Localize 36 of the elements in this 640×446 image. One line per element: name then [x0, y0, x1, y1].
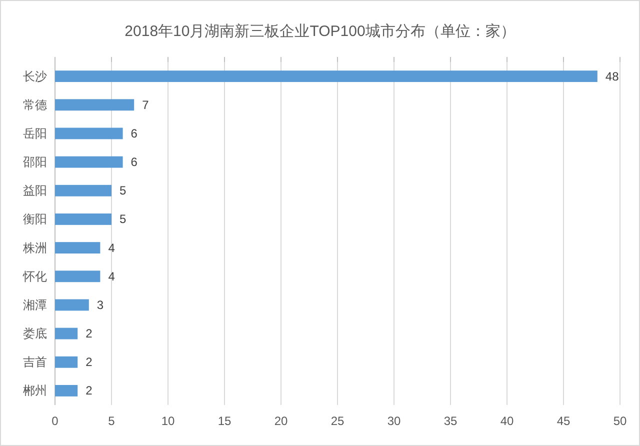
data-label: 2: [86, 384, 93, 398]
x-tick-label: 20: [274, 414, 288, 428]
x-tick-label: 25: [330, 414, 344, 428]
y-tick-label: 衡阳: [23, 212, 47, 226]
data-label: 7: [142, 98, 150, 112]
data-label: 4: [108, 240, 116, 255]
x-tick-label: 45: [556, 414, 570, 428]
data-label: 5: [120, 184, 126, 198]
y-tick-label: 湘潭: [23, 298, 47, 312]
y-tick-label: 益阳: [23, 184, 47, 198]
y-tick-label: 长沙: [23, 69, 47, 84]
chart-title: 2018年10月湖南新三板企业TOP100城市分布（单位：家）: [124, 23, 516, 40]
x-tick-label: 0: [52, 414, 59, 428]
data-label: 48: [605, 69, 620, 84]
x-tick-label: 50: [613, 414, 627, 428]
y-tick-label: 郴州: [23, 384, 47, 398]
x-tick-label: 30: [387, 414, 401, 428]
y-tick-label: 常德: [23, 98, 47, 112]
data-label: 6: [130, 155, 138, 170]
x-tick-label: 40: [500, 414, 514, 428]
y-tick-label: 吉首: [23, 355, 47, 370]
x-tick-label: 15: [218, 414, 232, 428]
y-tick-label: 怀化: [22, 269, 47, 284]
x-tick-label: 10: [161, 414, 175, 428]
data-label: 2: [86, 355, 93, 370]
y-tick-label: 娄底: [23, 326, 47, 341]
y-tick-label: 株洲: [22, 240, 47, 255]
data-label: 4: [108, 269, 116, 284]
x-tick-label: 5: [108, 414, 116, 428]
data-label: 2: [86, 326, 93, 341]
data-label: 5: [120, 212, 126, 226]
y-tick-label: 邵阳: [23, 155, 47, 170]
data-label: 6: [130, 126, 138, 140]
y-tick-label: 岳阳: [23, 126, 47, 140]
data-label: 3: [96, 298, 104, 312]
x-tick-label: 35: [444, 414, 458, 428]
